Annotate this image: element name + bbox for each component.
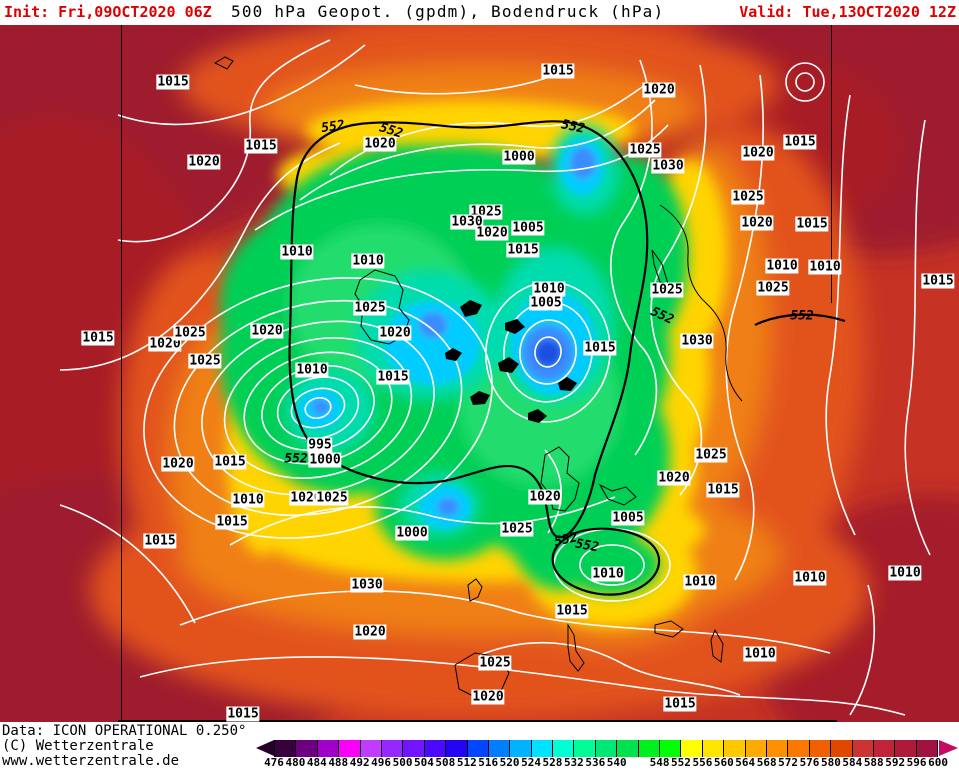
colorbar-tick: 488 — [328, 756, 349, 769]
geopotential-cyan-blue-cores — [298, 139, 604, 529]
init-time-label: Init: Fri,09OCT2020 06Z — [4, 3, 212, 21]
isobar-contours — [59, 39, 931, 716]
colorbar-cell — [595, 740, 618, 757]
colorbar-tick: 492 — [349, 756, 370, 769]
colorbar-tick: 576 — [799, 756, 820, 769]
colorbar-tick: 520 — [499, 756, 520, 769]
colorbar-cell — [488, 740, 511, 757]
colorbar-cell — [788, 740, 810, 757]
colorbar-cell — [638, 740, 661, 757]
colorbar-tick: 552 — [671, 756, 691, 769]
colorbar-cell — [745, 740, 767, 757]
colorbar-tick: 596 — [906, 756, 927, 769]
copyright-label: (C) Wetterzentrale — [2, 738, 154, 754]
colorbar-cell — [766, 740, 789, 757]
colorbar-tick: 584 — [842, 756, 863, 769]
colorbar-tick: 524 — [521, 756, 541, 769]
colorbar-cell — [724, 740, 746, 757]
colorbar-tick: 572 — [778, 756, 799, 769]
weather-map — [0, 25, 959, 722]
colorbar-tick: 536 — [585, 756, 606, 769]
colorbar-tick: 516 — [478, 756, 499, 769]
colorbar-tick: 560 — [713, 756, 734, 769]
colorbar-tick: 568 — [756, 756, 777, 769]
colorbar-cell — [852, 740, 874, 757]
colorbar-tick: 476 — [264, 756, 284, 769]
colorbar-tick: 484 — [306, 756, 327, 769]
small-high-isobar-outer — [785, 62, 825, 102]
colorbar-cells — [274, 740, 939, 757]
colorbar-tick: 540 — [606, 756, 627, 769]
colorbar-cell — [873, 740, 896, 757]
colorbar-cell — [831, 740, 853, 757]
colorbar-cell — [553, 740, 575, 757]
colorbar-cell — [317, 740, 340, 757]
colorbar-cell — [446, 740, 468, 757]
colorbar-tick: 528 — [542, 756, 563, 769]
colorbar-cell — [360, 740, 382, 757]
colorbar-tick: 480 — [285, 756, 306, 769]
colorbar-tick: 532 — [563, 756, 584, 769]
colorbar-cell — [702, 740, 725, 757]
colorbar-cell — [296, 740, 318, 757]
colorbar-tick: 508 — [435, 756, 456, 769]
colorbar-tick: 592 — [885, 756, 906, 769]
colorbar-cell — [531, 740, 554, 757]
map-frame-right — [831, 25, 832, 303]
colorbar-cell — [424, 740, 447, 757]
colorbar-tick: 496 — [371, 756, 392, 769]
colorbar-cell — [660, 740, 682, 757]
chart-title: 500 hPa Geopot. (gpdm), Bodendruck (hPa) — [231, 2, 665, 21]
colorbar-cell — [895, 740, 917, 757]
colorbar-cell — [617, 740, 639, 757]
valid-time-label: Valid: Tue,13OCT2020 12Z — [739, 3, 956, 21]
colorbar-tick: 512 — [456, 756, 477, 769]
colorbar-cell — [467, 740, 489, 757]
colorbar-tick: 564 — [735, 756, 756, 769]
colorbar-cell — [510, 740, 532, 757]
balkan-low-isobar — [579, 544, 645, 586]
data-source-label: Data: ICON OPERATIONAL 0.250° — [2, 723, 247, 739]
colorbar-tick: 556 — [692, 756, 713, 769]
colorbar-cell — [916, 740, 939, 757]
map-frame-bottom — [118, 720, 837, 722]
colorbar-cell — [403, 740, 425, 757]
colorbar-tick: 500 — [392, 756, 413, 769]
colorbar-under-arrow — [256, 740, 274, 756]
map-frame-left — [121, 25, 122, 721]
small-high-isobar — [795, 72, 815, 92]
colorbar-cell — [574, 740, 596, 757]
colorbar-tick: 548 — [649, 756, 670, 769]
colorbar-cell — [809, 740, 832, 757]
colorbar-cell — [381, 740, 404, 757]
colorbar-tick: 600 — [928, 756, 948, 769]
colorbar-tick-labels: 476 480 484 488 492 496 500 504 508 512 516 520 524 5… — [0, 756, 959, 769]
website-label: www.wetterzentrale.de — [2, 753, 180, 769]
colorbar-tick: 588 — [863, 756, 884, 769]
colorbar-cell — [339, 740, 361, 757]
colorbar-cell — [274, 740, 297, 757]
colorbar-tick: 504 — [414, 756, 434, 769]
colorbar-cell — [681, 740, 703, 757]
colorbar-tick: 580 — [820, 756, 841, 769]
colorbar-over-arrow — [939, 740, 958, 756]
